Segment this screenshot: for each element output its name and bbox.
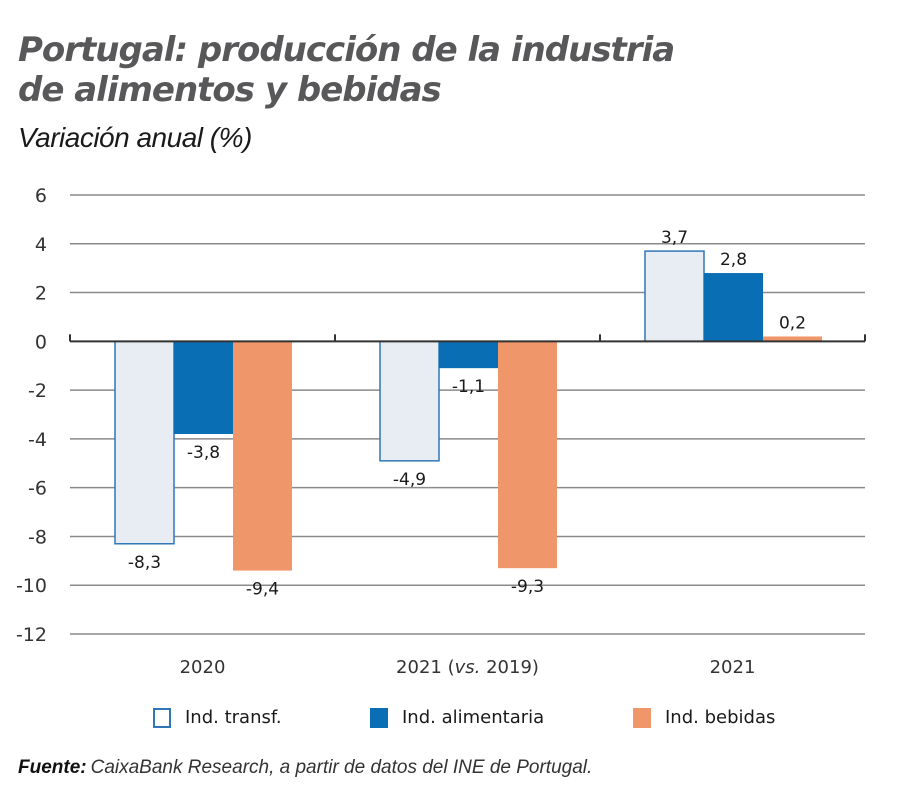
data-label-bebidas: 0,2 <box>779 313 806 333</box>
data-label-alimentaria: 2,8 <box>720 250 747 270</box>
bar-bebidas <box>763 336 822 342</box>
bars <box>114 250 822 571</box>
data-label-transf: 3,7 <box>661 228 688 248</box>
bar-bebidas <box>498 341 557 569</box>
chart-title-line1: Portugal: producción de la industria <box>18 30 675 70</box>
y-tick-label: -10 <box>16 575 47 597</box>
x-axis-categories: 2020 2021 (vs. 2019) 2021 <box>180 657 756 678</box>
x-category-label: 2021 <box>710 657 756 678</box>
bar-transf <box>379 340 440 462</box>
source-text: CaixaBank Research, a partir de datos de… <box>90 757 593 778</box>
legend-item-alimentaria[interactable]: Ind. alimentaria <box>370 707 544 728</box>
legend-item-bebidas[interactable]: Ind. bebidas <box>633 707 775 728</box>
y-tick-label: -12 <box>16 624 47 646</box>
legend-label-transf: Ind. transf. <box>185 707 282 728</box>
data-label-transf: -8,3 <box>128 553 161 573</box>
y-axis-ticks: 6 4 2 0 -2 -4 -6 -8 -10 -12 <box>16 185 47 646</box>
data-label-bebidas: -9,4 <box>246 580 279 600</box>
legend-swatch-alimentaria <box>370 707 388 728</box>
bar-alimentaria <box>174 341 233 435</box>
data-label-bebidas: -9,3 <box>511 577 544 597</box>
bar-transf <box>644 250 705 343</box>
legend: Ind. transf. Ind. alimentaria Ind. bebid… <box>0 707 900 733</box>
x-category-label: 2021 (vs. 2019) <box>396 657 539 678</box>
y-tick-label: 0 <box>35 331 47 353</box>
bar-alimentaria <box>704 273 763 342</box>
chart-subtitle: Variación anual (%) <box>18 122 252 153</box>
gridlines <box>70 194 865 635</box>
y-tick-label: -8 <box>28 526 47 548</box>
legend-label-bebidas: Ind. bebidas <box>665 707 776 728</box>
chart-title: Portugal: producción de la industria de … <box>18 30 675 110</box>
data-label-alimentaria: -3,8 <box>187 443 220 463</box>
legend-item-transf[interactable]: Ind. transf. <box>153 707 282 728</box>
legend-swatch-transf <box>153 707 171 728</box>
y-tick-label: 4 <box>35 234 47 256</box>
y-tick-label: 2 <box>35 283 47 305</box>
zero-axis <box>69 334 866 343</box>
legend-swatch-bebidas <box>633 707 651 728</box>
x-category-label: 2020 <box>180 657 226 678</box>
bar-bebidas <box>233 341 292 571</box>
data-labels: -8,3 -3,8 -9,4 -4,9 -1,1 -9,3 3,7 2,8 0,2 <box>128 228 806 599</box>
bar-alimentaria <box>439 341 498 369</box>
source-note: Fuente: CaixaBank Research, a partir de d… <box>18 757 592 779</box>
data-label-alimentaria: -1,1 <box>452 377 485 397</box>
y-tick-label: 6 <box>35 185 47 207</box>
bar-transf <box>114 340 175 545</box>
chart-title-line2: de alimentos y bebidas <box>18 70 442 110</box>
y-tick-label: -6 <box>28 478 47 500</box>
data-label-transf: -4,9 <box>393 470 426 490</box>
y-tick-label: -4 <box>28 429 47 451</box>
y-tick-label: -2 <box>28 380 47 402</box>
source-label: Fuente: <box>18 757 87 778</box>
legend-label-alimentaria: Ind. alimentaria <box>402 707 545 728</box>
